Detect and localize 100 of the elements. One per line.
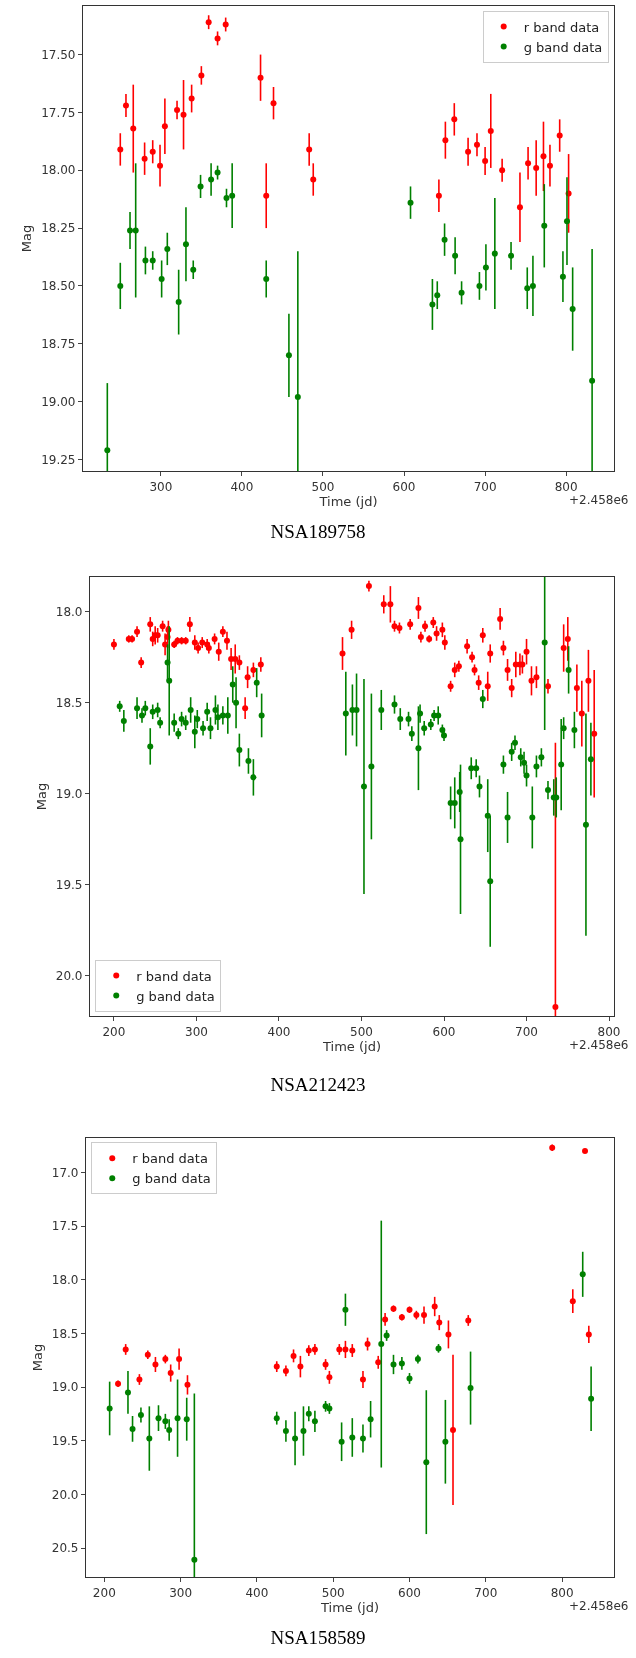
point bbox=[435, 192, 442, 199]
point bbox=[208, 176, 215, 183]
legend-label: g band data bbox=[523, 39, 603, 55]
point bbox=[367, 1416, 374, 1423]
point bbox=[524, 285, 531, 292]
y-tick-label: 19.5 bbox=[55, 878, 83, 893]
point bbox=[263, 275, 270, 282]
y-axis-title: Mag bbox=[33, 782, 49, 811]
x-tick-label: 800 bbox=[597, 1024, 621, 1039]
x-axis-title: Time (jd) bbox=[320, 1600, 379, 1616]
y-tick-label: 20.5 bbox=[51, 1541, 79, 1556]
y-tick-label: 20.0 bbox=[51, 1487, 79, 1502]
point bbox=[229, 192, 236, 199]
point bbox=[141, 155, 148, 162]
x-tick-label: 600 bbox=[398, 1585, 421, 1600]
point bbox=[349, 1347, 356, 1354]
y-tick-label: 17.50 bbox=[41, 47, 76, 62]
point bbox=[563, 218, 570, 225]
point bbox=[285, 352, 292, 359]
point bbox=[222, 21, 229, 28]
y-tick-label: 19.00 bbox=[41, 394, 76, 409]
point bbox=[305, 1410, 312, 1417]
point bbox=[146, 1435, 153, 1442]
point bbox=[182, 241, 189, 248]
y-tick-label: 18.0 bbox=[55, 604, 83, 619]
y-tick-label: 18.5 bbox=[55, 695, 83, 710]
point bbox=[197, 183, 204, 190]
point bbox=[434, 292, 441, 299]
x-tick-label: 800 bbox=[550, 1585, 574, 1600]
text: NSA158589 bbox=[269, 1626, 367, 1650]
point bbox=[436, 1319, 443, 1326]
point bbox=[579, 1271, 586, 1278]
point bbox=[482, 264, 489, 271]
point bbox=[525, 160, 532, 167]
point bbox=[458, 289, 465, 296]
point bbox=[162, 1418, 169, 1425]
point bbox=[183, 1416, 190, 1423]
point bbox=[129, 1425, 136, 1432]
point bbox=[487, 127, 494, 134]
point bbox=[188, 95, 195, 102]
point bbox=[157, 162, 164, 169]
point bbox=[541, 222, 548, 229]
point bbox=[137, 1411, 144, 1418]
y-axis-title: Mag bbox=[19, 224, 35, 253]
point bbox=[104, 447, 111, 454]
point bbox=[441, 236, 448, 243]
point bbox=[282, 1428, 289, 1435]
point bbox=[167, 1370, 174, 1377]
point bbox=[451, 116, 458, 123]
point bbox=[130, 125, 137, 132]
x-tick-label: 400 bbox=[230, 479, 254, 494]
point bbox=[423, 1459, 430, 1466]
point bbox=[158, 275, 165, 282]
point bbox=[124, 1389, 131, 1396]
point bbox=[540, 153, 547, 160]
y-tick-label: 18.5 bbox=[51, 1326, 79, 1341]
text: +2.458e6 bbox=[569, 1599, 629, 1613]
text: +2.458e6 bbox=[569, 1038, 629, 1052]
point bbox=[122, 102, 129, 109]
x-tick-label: 200 bbox=[92, 1585, 116, 1600]
point bbox=[270, 100, 277, 107]
x-axis-title: Time (jd) bbox=[318, 494, 378, 510]
y-tick-label: 18.00 bbox=[41, 163, 76, 178]
point bbox=[556, 132, 563, 139]
point bbox=[382, 1316, 389, 1323]
point bbox=[184, 1381, 191, 1388]
y-tick-label: 19.0 bbox=[55, 786, 83, 801]
point bbox=[442, 1438, 449, 1445]
y-tick-label: 18.75 bbox=[41, 336, 76, 351]
point bbox=[294, 393, 301, 400]
legend-label: r band data bbox=[132, 1151, 208, 1167]
x-tick-label: 600 bbox=[432, 1024, 456, 1039]
x-tick-label: 400 bbox=[245, 1585, 269, 1600]
x-tick-label: 700 bbox=[474, 1585, 498, 1600]
point bbox=[588, 1395, 595, 1402]
x-axis-title: Time (jd) bbox=[322, 1039, 381, 1055]
y-tick-label: 17.75 bbox=[41, 105, 76, 120]
point bbox=[180, 111, 187, 118]
point bbox=[445, 1331, 452, 1338]
point bbox=[310, 176, 317, 183]
text: +2.458e6 bbox=[569, 493, 629, 507]
point bbox=[297, 1363, 304, 1370]
point bbox=[589, 377, 596, 384]
point bbox=[508, 252, 515, 259]
point bbox=[546, 162, 553, 169]
point bbox=[569, 1298, 576, 1305]
point bbox=[214, 35, 221, 42]
point bbox=[292, 1435, 299, 1442]
point bbox=[166, 1426, 173, 1433]
point bbox=[364, 1341, 371, 1348]
point bbox=[132, 227, 139, 234]
legend-label: g band data bbox=[132, 1171, 211, 1187]
y-tick-label: 19.5 bbox=[51, 1433, 79, 1448]
point bbox=[442, 137, 449, 144]
point bbox=[342, 1306, 349, 1313]
point bbox=[476, 282, 483, 289]
point bbox=[174, 107, 181, 114]
point bbox=[190, 266, 197, 273]
y-tick-label: 18.25 bbox=[41, 221, 76, 236]
text: NSA189758 bbox=[269, 520, 367, 544]
